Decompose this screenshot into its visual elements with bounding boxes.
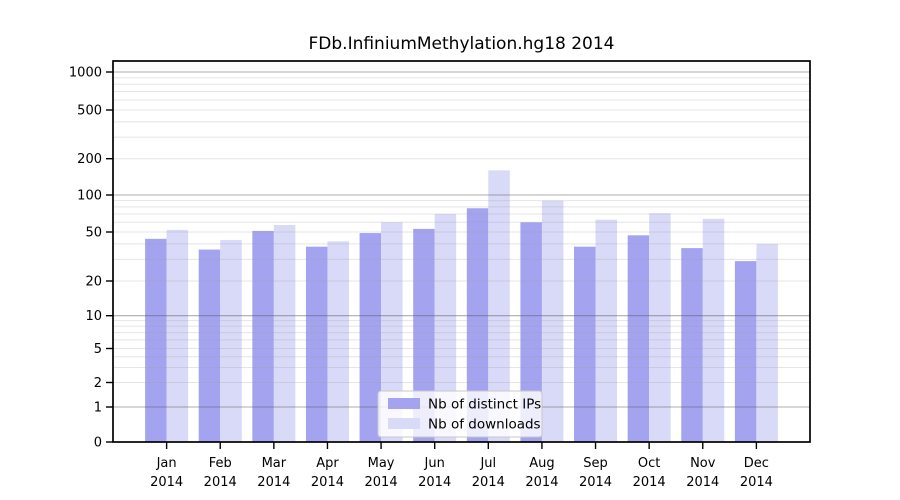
x-tick-label-month: Nov xyxy=(690,456,716,471)
bar-downloads-sep xyxy=(595,219,618,442)
y-tick-label: 20 xyxy=(85,275,102,290)
bar-downloads-feb xyxy=(220,240,242,442)
bar-downloads-jan xyxy=(166,229,189,442)
bar-ips-mar xyxy=(252,230,274,442)
bar-ips-nov xyxy=(681,248,703,442)
y-tick-label: 200 xyxy=(77,152,102,167)
x-tick-label-month: Mar xyxy=(262,456,287,471)
bar-downloads-mar xyxy=(273,225,296,442)
bar-ips-jul xyxy=(466,208,489,442)
x-tick-label-month: Oct xyxy=(638,456,660,471)
bar-ips-sep xyxy=(574,246,596,442)
x-tick-label-year: 2014 xyxy=(204,475,237,490)
bar-downloads-aug xyxy=(541,200,564,442)
x-tick-label-year: 2014 xyxy=(418,475,451,490)
x-tick-label-month: Dec xyxy=(744,456,769,471)
x-tick-label-month: Jul xyxy=(479,456,496,471)
x-tick-label-month: Apr xyxy=(316,456,339,471)
x-tick-label-month: Jan xyxy=(156,456,177,471)
bar-ips-may xyxy=(359,233,382,442)
x-tick-label-year: 2014 xyxy=(740,475,773,490)
bar-ips-dec xyxy=(734,261,757,442)
y-tick-label: 1 xyxy=(94,401,102,416)
x-tick-label-year: 2014 xyxy=(150,475,183,490)
chart-title: FDb.InfiniumMethylation.hg18 2014 xyxy=(308,34,615,54)
bar-downloads-apr xyxy=(327,241,349,442)
legend-swatch-ips xyxy=(388,398,420,409)
y-tick-label: 0 xyxy=(94,436,102,451)
x-tick-label-year: 2014 xyxy=(579,475,612,490)
bar-ips-apr xyxy=(305,246,328,442)
y-tick-label: 2 xyxy=(94,376,102,391)
x-tick-label-month: Jun xyxy=(424,456,445,471)
x-tick-label-year: 2014 xyxy=(525,475,558,490)
bar-ips-oct xyxy=(627,235,650,442)
x-tick-label-year: 2014 xyxy=(633,475,666,490)
x-tick-label-year: 2014 xyxy=(311,475,344,490)
x-tick-label-month: May xyxy=(368,456,395,471)
y-tick-label: 100 xyxy=(77,189,102,204)
gridlines-group xyxy=(113,71,810,408)
x-tick-label-year: 2014 xyxy=(472,475,505,490)
bar-downloads-jun xyxy=(434,214,457,442)
bar-downloads-dec xyxy=(756,243,778,442)
x-tick-label-year: 2014 xyxy=(365,475,398,490)
plot-frame xyxy=(112,60,811,443)
bar-ips-jan xyxy=(145,238,167,442)
y-tick-label: 5 xyxy=(94,342,102,357)
x-tick-label-month: Feb xyxy=(209,456,232,471)
x-tick-label-month: Aug xyxy=(529,456,554,471)
legend-label: Nb of distinct IPs xyxy=(428,397,541,413)
axes-group: 0 1 2 5 10 20 50 100 200 500 1000 Jan 2014 Feb 2014 Mar… xyxy=(69,60,811,490)
bar-downloads-oct xyxy=(649,213,671,442)
bar-ips-feb xyxy=(198,249,221,442)
bar-ips-jun xyxy=(413,228,435,442)
x-tick-label-month: Sep xyxy=(583,456,608,471)
y-tick-label: 10 xyxy=(85,309,102,324)
bar-downloads-nov xyxy=(702,218,725,442)
legend-group: Nb of distinct IPs Nb of downloads xyxy=(377,390,543,438)
bar-downloads-may xyxy=(381,222,403,442)
x-tick-label-year: 2014 xyxy=(257,475,290,490)
legend-label: Nb of downloads xyxy=(428,417,541,433)
y-tick-label: 1000 xyxy=(69,66,102,81)
y-tick-label: 50 xyxy=(85,226,102,241)
x-tick-label-year: 2014 xyxy=(686,475,719,490)
y-tick-label: 500 xyxy=(77,104,102,119)
legend-swatch-downloads xyxy=(388,418,420,429)
bars-group xyxy=(145,170,778,442)
bar-downloads-jul xyxy=(488,170,510,442)
bar-ips-aug xyxy=(520,222,542,442)
